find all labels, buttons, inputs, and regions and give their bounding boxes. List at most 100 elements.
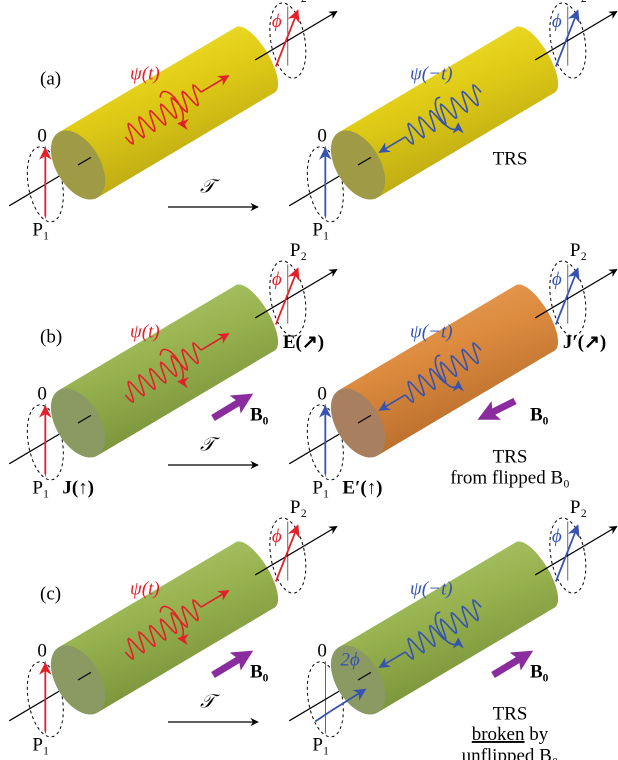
magnetic-field-arrow <box>211 393 254 421</box>
optical-axis <box>534 268 618 319</box>
end-angle: ϕ <box>552 11 562 32</box>
rotation-arrow <box>434 96 464 134</box>
panel-label: (c) <box>40 583 61 604</box>
state-label: ψ(−t) <box>410 578 453 599</box>
magnetic-field: B₀ <box>250 404 269 425</box>
end-angle: ϕ <box>272 11 282 32</box>
end-point: P₂ <box>290 240 307 261</box>
optical-axis <box>77 671 92 681</box>
polarization-ellipse <box>549 517 587 594</box>
state-label: ψ(−t) <box>410 321 453 342</box>
magnetic-field: B₀ <box>530 404 549 425</box>
polarization-out <box>555 524 580 582</box>
note: unflipped B₀ <box>462 745 559 760</box>
polarization-ellipse <box>306 661 344 738</box>
polarization-in <box>329 688 367 713</box>
end-angle: ϕ <box>552 269 562 290</box>
polarization-ellipse <box>549 260 587 337</box>
polarization-out <box>555 9 580 67</box>
polarization-in <box>314 710 331 723</box>
state-label: ψ(t) <box>130 63 160 84</box>
optical-axis <box>534 10 618 61</box>
wave-packet <box>380 599 482 667</box>
magnetic-field-arrow <box>477 397 517 420</box>
end-angle: ϕ <box>552 526 562 547</box>
start-point: P₁ <box>32 220 49 241</box>
wave-packet <box>124 591 228 660</box>
polarization-ellipse <box>549 2 587 79</box>
polarization-ellipse <box>306 404 344 481</box>
start-field: E′(↑) <box>342 478 382 499</box>
polarization-ellipse <box>26 404 64 481</box>
zero-label: 0 <box>37 126 47 147</box>
polarization-ellipse <box>269 260 307 337</box>
polarization-out <box>275 267 300 325</box>
rotation-arrow <box>434 354 464 392</box>
wave-packet <box>124 334 228 403</box>
zero-label: 0 <box>317 384 327 405</box>
polarization-ellipse <box>269 517 307 594</box>
rotation-arrow <box>159 90 189 131</box>
start-point: P₁ <box>312 220 329 241</box>
note-underlined: broken <box>472 724 525 745</box>
time-reversal: 𝒯 <box>200 434 220 455</box>
zero-label: 0 <box>37 384 47 405</box>
polarization-out <box>275 9 300 67</box>
end-angle: ϕ <box>272 526 282 547</box>
note: broken by <box>472 724 549 745</box>
state-label: ψ(−t) <box>410 63 453 84</box>
magnetic-field: B₀ <box>530 661 549 682</box>
start-point: P₁ <box>32 478 49 499</box>
note: TRS <box>493 703 528 724</box>
polarization-ellipse <box>26 661 64 738</box>
end-field: E(↗) <box>283 332 324 353</box>
zero-label: 0 <box>317 641 327 662</box>
state-label: ψ(t) <box>130 578 160 599</box>
end-point: P₂ <box>570 497 587 518</box>
polarization-out <box>555 267 580 325</box>
state-label: ψ(t) <box>130 321 160 342</box>
cylinder-body <box>338 541 558 713</box>
cylinder-body <box>338 284 558 456</box>
wave-packet <box>380 342 482 410</box>
end-point: P₂ <box>570 0 587 3</box>
rotation-angle: 2ϕ <box>340 650 360 671</box>
note: from flipped B₀ <box>450 467 570 488</box>
magnetic-field-arrow <box>491 650 534 678</box>
cylinder-body <box>338 26 558 198</box>
zero-label: 0 <box>37 641 47 662</box>
polarization-ellipse <box>26 146 64 223</box>
optical-axis <box>77 156 92 166</box>
optical-axis <box>254 268 338 319</box>
panel-label: (b) <box>40 326 62 347</box>
end-angle: ϕ <box>272 269 282 290</box>
rotation-arrow <box>159 605 189 646</box>
wave-packet <box>380 84 482 152</box>
note: TRS <box>493 148 528 169</box>
time-reversal: 𝒯 <box>200 691 220 712</box>
rotation-arrow <box>434 611 464 649</box>
magnetic-field-arrow <box>211 650 254 678</box>
start-point: P₁ <box>312 735 329 756</box>
polarization-ellipse <box>269 2 307 79</box>
panel-label: (a) <box>40 68 61 89</box>
optical-axis <box>254 10 338 61</box>
time-reversal: 𝒯 <box>200 176 220 197</box>
end-point: P₂ <box>570 240 587 261</box>
polarization-out <box>275 524 300 582</box>
note-rest: by <box>525 724 549 745</box>
end-point: P₂ <box>290 0 307 3</box>
wave-packet <box>124 76 228 145</box>
optical-axis <box>254 525 338 576</box>
note: TRS <box>493 446 528 467</box>
start-field: J(↑) <box>62 478 94 499</box>
optical-axis <box>77 414 92 424</box>
zero-label: 0 <box>317 126 327 147</box>
polarization-ellipse <box>306 146 344 223</box>
rotation-arrow <box>159 348 189 389</box>
start-point: P₁ <box>312 478 329 499</box>
end-field: J′(↗) <box>563 332 606 353</box>
magnetic-field: B₀ <box>250 661 269 682</box>
